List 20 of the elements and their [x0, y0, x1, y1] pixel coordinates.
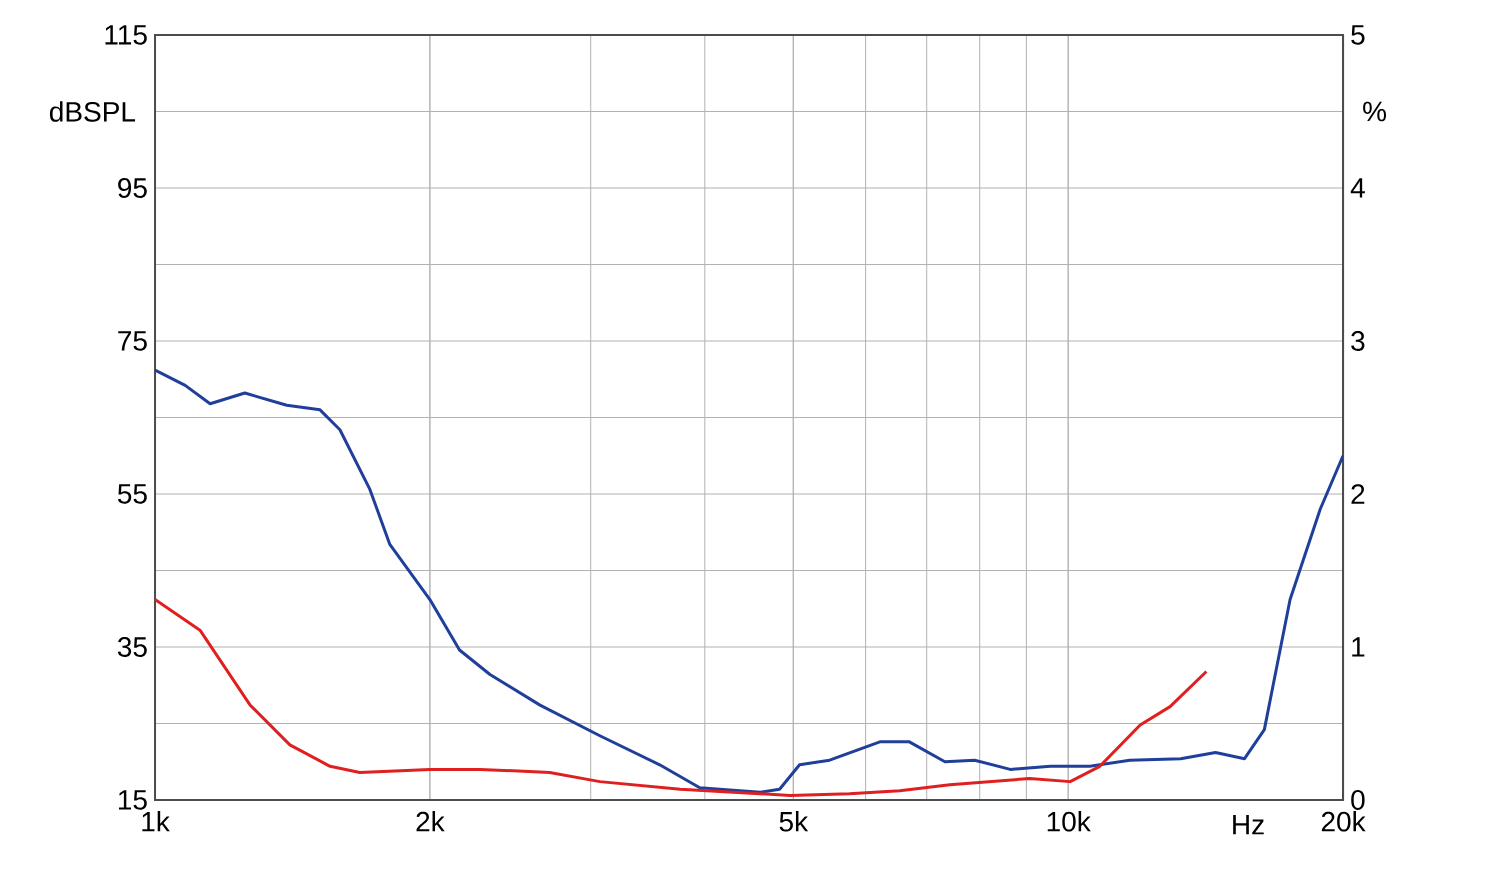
- y2-tick-label: 2: [1351, 484, 1365, 504]
- y2-tick-label: 3: [1351, 331, 1365, 351]
- x-tick-label: 10k: [1047, 811, 1091, 832]
- x-tick-label: 2k: [416, 811, 445, 832]
- x-axis-title: Hz: [1233, 815, 1264, 835]
- y-tick-label: 115: [105, 25, 147, 45]
- y-axis-title: dBSPL: [49, 101, 136, 122]
- y2-tick-label: 5: [1351, 25, 1365, 45]
- y-tick-label: 95: [118, 178, 147, 198]
- y2-tick-label: 1: [1352, 637, 1365, 657]
- y-tick-label: 55: [117, 484, 147, 504]
- y2-axis-title: %: [1363, 101, 1387, 122]
- x-tick-label: 5k: [779, 811, 809, 832]
- y2-tick-label: 0: [1351, 790, 1365, 810]
- y-tick-label: 15: [118, 790, 147, 810]
- y2-tick-label: 4: [1350, 178, 1365, 198]
- x-tick-label: 20k: [1321, 811, 1366, 832]
- y-tick-label: 75: [118, 331, 147, 351]
- y-tick-label: 35: [117, 637, 147, 657]
- x-tick-label: 1k: [142, 811, 170, 832]
